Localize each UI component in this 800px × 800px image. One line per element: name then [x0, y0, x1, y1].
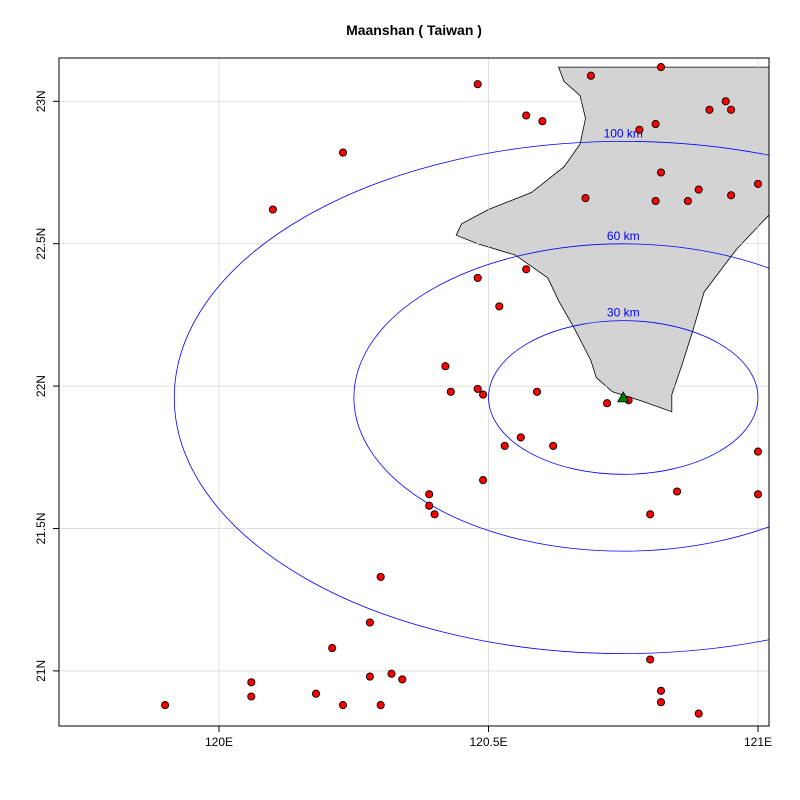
event-point	[656, 63, 666, 72]
ring-label-60km: 60 km	[607, 229, 640, 243]
event-point	[581, 194, 590, 203]
event-point	[538, 117, 547, 126]
event-point	[398, 675, 407, 684]
event-point	[516, 433, 525, 442]
y-axis: 21N 21.5N 22N 22.5N 23N	[34, 90, 59, 682]
event-point	[500, 441, 509, 450]
event-point	[479, 476, 488, 485]
event-point	[651, 196, 660, 206]
event-point	[532, 387, 542, 396]
event-point	[656, 168, 666, 177]
station-layer	[617, 391, 630, 403]
event-point	[646, 510, 655, 519]
event-point	[446, 387, 455, 396]
event-point	[781, 320, 788, 327]
event-point	[161, 701, 170, 710]
event-point	[311, 689, 321, 698]
event-point	[328, 644, 337, 653]
x-axis: 119.5E120E120.5E121E121.5E122E	[205, 726, 772, 749]
event-point	[430, 510, 439, 519]
event-point	[753, 490, 763, 499]
event-point	[656, 698, 666, 707]
event-point	[0, 494, 7, 501]
event-point	[495, 302, 504, 311]
event-point	[473, 80, 482, 89]
event-point	[673, 487, 682, 496]
ring-30km	[488, 320, 759, 475]
land-taiwan	[455, 66, 769, 413]
event-point	[727, 191, 736, 200]
event-point	[656, 686, 666, 695]
event-point	[479, 390, 488, 399]
x-tick-label: 120E	[205, 735, 233, 749]
event-point	[694, 709, 703, 718]
event-point	[694, 185, 703, 194]
event-point	[441, 362, 450, 371]
x-tick-label: 120.5E	[469, 735, 507, 749]
ring-label-30km: 30 km	[607, 306, 640, 320]
y-tick-label: 22N	[34, 375, 48, 397]
y-tick-label: 21N	[34, 660, 48, 682]
ring-100km	[174, 141, 769, 654]
y-tick-label: 23N	[34, 90, 48, 112]
ring-60km	[353, 243, 769, 552]
event-point	[721, 97, 730, 106]
y-tick-label: 21.5N	[34, 512, 48, 544]
distance-rings: 30 km 60 km 100 km	[174, 126, 769, 654]
event-point	[651, 120, 660, 129]
event-point	[683, 196, 692, 206]
event-point	[425, 501, 434, 510]
event-point	[473, 384, 482, 393]
event-point	[365, 672, 374, 681]
event-point	[247, 678, 256, 687]
station-marker	[617, 391, 630, 403]
event-point	[635, 125, 644, 134]
event-point	[338, 148, 348, 157]
y-tick-label: 22.5N	[34, 228, 48, 260]
plot-area: 30 km 60 km 100 km	[0, 58, 794, 726]
map-title: Maanshan ( Taiwan )	[346, 22, 482, 38]
event-point	[787, 183, 794, 190]
event-point	[425, 490, 434, 499]
event-point	[727, 105, 736, 114]
event-point	[247, 692, 256, 701]
event-point	[522, 111, 531, 120]
event-point	[646, 655, 655, 664]
event-point	[549, 441, 558, 450]
plot-frame	[58, 57, 770, 727]
event-point	[603, 399, 612, 408]
event-point	[268, 205, 277, 214]
event-point	[776, 274, 783, 281]
event-point	[787, 531, 794, 538]
event-point	[387, 669, 396, 678]
event-point	[753, 179, 763, 188]
event-point	[705, 105, 714, 114]
event-point	[586, 71, 595, 80]
event-point	[753, 447, 763, 456]
event-point	[338, 701, 348, 710]
x-tick-label: 121E	[744, 735, 772, 749]
event-point	[376, 701, 385, 710]
event-point	[473, 273, 482, 282]
event-point	[781, 192, 788, 199]
event-point	[522, 265, 531, 274]
event-point	[376, 572, 385, 581]
land-layer	[455, 66, 769, 413]
ring-label-100km: 100 km	[604, 126, 643, 140]
event-point	[365, 618, 374, 627]
